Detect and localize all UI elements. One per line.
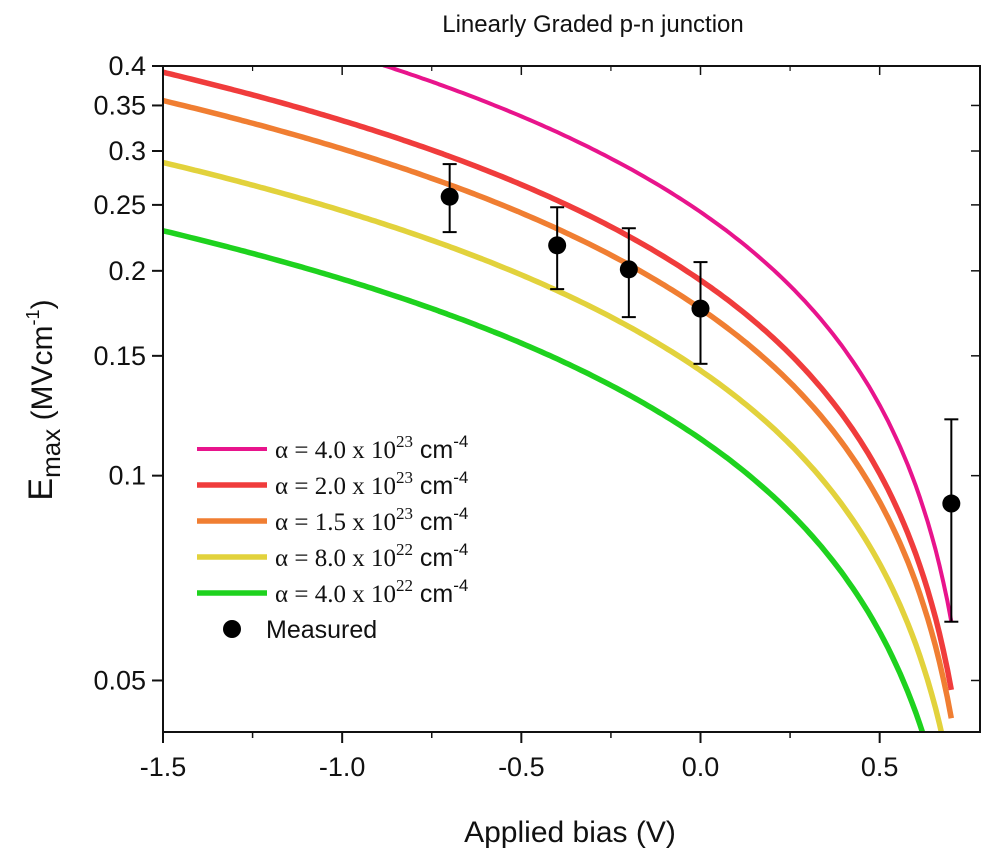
- measured-points: [440, 163, 961, 623]
- measured-point: [942, 494, 961, 513]
- measured-point: [619, 260, 638, 279]
- y-tick-label: 0.1: [108, 461, 146, 491]
- y-axis-label-main: E: [22, 478, 60, 501]
- legend-label-measured: Measured: [266, 616, 377, 644]
- y-tick-label: 0.15: [93, 341, 146, 371]
- legend-label-1: α = 4.0 x 1023 cm-4: [275, 432, 468, 464]
- legend-label-2: α = 2.0 x 1023 cm-4: [275, 468, 468, 500]
- y-tick-label: 0.2: [108, 256, 146, 286]
- plot-frame: [162, 65, 981, 733]
- series-line-4: [163, 159, 945, 732]
- y-tick-label: 0.05: [93, 665, 146, 695]
- x-tick-label: 0.5: [861, 752, 899, 782]
- series-line-1: [379, 66, 954, 622]
- series-lines: [163, 66, 955, 732]
- chart-title: Linearly Graded p-n junction: [442, 11, 744, 38]
- y-tick-label: 0.35: [93, 90, 146, 120]
- measured-point: [691, 299, 710, 318]
- legend-label-3: α = 1.5 x 1023 cm-4: [275, 504, 468, 536]
- y-tick-label: 0.25: [93, 190, 146, 220]
- x-tick-label: -0.5: [498, 752, 545, 782]
- series-line-5: [163, 228, 926, 732]
- series-line-2: [163, 69, 955, 691]
- y-axis-label-unit-exp: -1: [23, 309, 43, 325]
- y-axis-label: Emax (MVcm-1): [22, 299, 66, 500]
- x-tick-label: -1.5: [140, 752, 187, 782]
- legend-marker-measured: [223, 620, 241, 638]
- y-axis-label-unit: (MVcm: [26, 325, 59, 428]
- x-tick-label: -1.0: [319, 752, 366, 782]
- x-tick-label: 0.0: [682, 752, 720, 782]
- legend: α = 4.0 x 1023 cm-4 α = 2.0 x 1023 cm-4 α …: [197, 432, 468, 644]
- x-axis-label: Applied bias (V): [464, 816, 676, 849]
- measured-point: [548, 236, 567, 255]
- y-axis-label-close: ): [26, 299, 59, 309]
- legend-label-5: α = 4.0 x 1022 cm-4: [275, 576, 468, 608]
- plot-area: -1.5 -1.0 -0.5 0.0 0.5 0.05 0.1 0.15 0.2 0.25 0.3 0…: [93, 51, 981, 782]
- y-tick-label: 0.3: [108, 136, 146, 166]
- y-axis-label-sub: max: [36, 429, 66, 478]
- y-tick-label: 0.4: [108, 51, 146, 81]
- axes: -1.5 -1.0 -0.5 0.0 0.5 0.05 0.1 0.15 0.2 0.25 0.3 0…: [93, 51, 981, 782]
- legend-label-4: α = 8.0 x 1022 cm-4: [275, 540, 468, 572]
- measured-point: [440, 187, 459, 206]
